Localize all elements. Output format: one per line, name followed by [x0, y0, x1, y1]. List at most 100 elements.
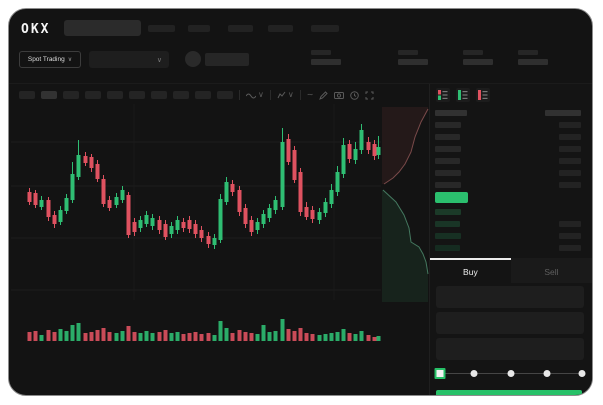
line-icon[interactable]: ∼ [306, 90, 314, 99]
slider-stop-50[interactable] [507, 370, 515, 377]
nav-item-4[interactable] [268, 25, 293, 32]
timeframe-button-9[interactable] [195, 91, 211, 99]
timeframe-button-1[interactable] [19, 91, 35, 99]
timeframe-button-10[interactable] [217, 91, 233, 99]
buy-sell-tabs: Buy Sell [429, 258, 592, 283]
nav-item-2[interactable] [188, 25, 210, 32]
timeframe-button-8[interactable] [173, 91, 189, 99]
timeframe-button-3[interactable] [63, 91, 79, 99]
pair-selector-dropdown[interactable]: ∨ [89, 51, 169, 68]
app-window: OKX Spot Trading ∨ ∨ [8, 8, 593, 396]
timeframe-button-5[interactable] [107, 91, 123, 99]
ask-row[interactable] [434, 119, 585, 131]
order-form [435, 286, 584, 360]
stat-2 [398, 50, 428, 65]
search-input[interactable] [64, 20, 141, 36]
slider-stop-75[interactable] [543, 370, 551, 377]
stat-3 [463, 50, 493, 65]
amount-cell [545, 110, 581, 116]
bid-row[interactable] [434, 218, 585, 230]
market-type-label: Spot Trading [27, 56, 65, 63]
timeframe-button-4[interactable] [85, 91, 101, 99]
amount-cell [559, 245, 581, 251]
market-type-dropdown[interactable]: Spot Trading ∨ [19, 51, 81, 68]
timeframe-button-6[interactable] [129, 91, 145, 99]
last-price-row[interactable] [434, 191, 585, 206]
ask-row[interactable] [434, 179, 585, 191]
chevron-down-icon: ∨ [258, 90, 264, 99]
amount-input[interactable] [435, 312, 584, 334]
price-cell [434, 122, 461, 128]
slider-stop-100[interactable] [578, 370, 586, 377]
price-cell [434, 182, 461, 188]
price-cell [434, 146, 461, 152]
orderbook-view-toggles [435, 88, 490, 102]
price-ticker-block [205, 53, 249, 66]
toolbar-divider [299, 90, 301, 100]
pencil-icon[interactable] [319, 90, 329, 100]
amount-cell [559, 221, 581, 227]
nav-item-3[interactable] [228, 25, 253, 32]
chart-toolbar: ∨ ∨ ∼ [19, 88, 374, 102]
sub-header: Spot Trading ∨ ∨ [9, 47, 592, 83]
price-cell [434, 245, 460, 251]
price-cell [434, 221, 460, 227]
ask-row[interactable] [434, 167, 585, 179]
nav-item-5[interactable] [311, 25, 339, 32]
orderbook-bids-icon[interactable] [455, 88, 470, 102]
clock-icon[interactable] [350, 90, 360, 100]
orderbook[interactable] [434, 107, 585, 254]
wave-icon[interactable]: ∨ [246, 91, 264, 99]
top-nav: OKX [9, 9, 592, 45]
chevron-down-icon: ∨ [156, 57, 162, 64]
total-input[interactable] [435, 338, 584, 360]
chart-panel: ∨ ∨ ∼ [9, 84, 431, 395]
stat-1 [311, 50, 341, 65]
last-price-badge [434, 192, 468, 203]
price-input[interactable] [435, 286, 584, 308]
orderbook-combined-icon[interactable] [435, 88, 450, 102]
tab-buy-label: Buy [463, 266, 478, 277]
indicator-icon[interactable]: ∨ [277, 91, 294, 99]
timeframe-button-7[interactable] [151, 91, 167, 99]
amount-slider[interactable] [434, 368, 586, 380]
chevron-down-icon: ∨ [287, 90, 294, 99]
trade-panel: Buy Sell [428, 84, 592, 395]
toolbar-divider [269, 90, 271, 100]
bid-row[interactable] [434, 230, 585, 242]
timeframe-button-2[interactable] [41, 91, 57, 99]
candlestick-chart[interactable] [11, 104, 431, 350]
slider-stop-25[interactable] [470, 370, 478, 377]
price-cell [434, 134, 460, 140]
tab-buy[interactable]: Buy [429, 258, 511, 283]
nav-item-1[interactable] [148, 25, 175, 32]
expand-icon[interactable] [365, 91, 374, 100]
stat-4 [518, 50, 548, 65]
avatar[interactable] [185, 51, 201, 67]
amount-cell [559, 134, 581, 140]
amount-cell [559, 182, 581, 188]
main-area: ∨ ∨ ∼ [9, 83, 592, 395]
ask-row[interactable] [434, 155, 585, 167]
bid-row[interactable] [434, 206, 585, 218]
ask-row[interactable] [434, 131, 585, 143]
slider-handle[interactable] [434, 368, 446, 379]
price-cell [434, 158, 460, 164]
camera-icon[interactable] [334, 91, 345, 99]
tab-sell-label: Sell [544, 266, 559, 277]
price-cell [434, 233, 461, 239]
tab-sell[interactable]: Sell [510, 258, 592, 283]
toolbar-divider [239, 90, 240, 100]
bid-row[interactable] [434, 242, 585, 254]
orderbook-asks-icon[interactable] [475, 88, 490, 102]
amount-cell [559, 122, 581, 128]
amount-cell [559, 170, 581, 176]
amount-cell [559, 233, 581, 239]
ask-row[interactable] [434, 143, 585, 155]
okx-logo: OKX [21, 22, 51, 37]
chevron-down-icon: ∨ [67, 57, 73, 63]
buy-submit-button[interactable] [435, 390, 582, 395]
orderbook-header[interactable] [434, 107, 585, 119]
price-cell [434, 209, 461, 215]
price-cell [434, 170, 461, 176]
